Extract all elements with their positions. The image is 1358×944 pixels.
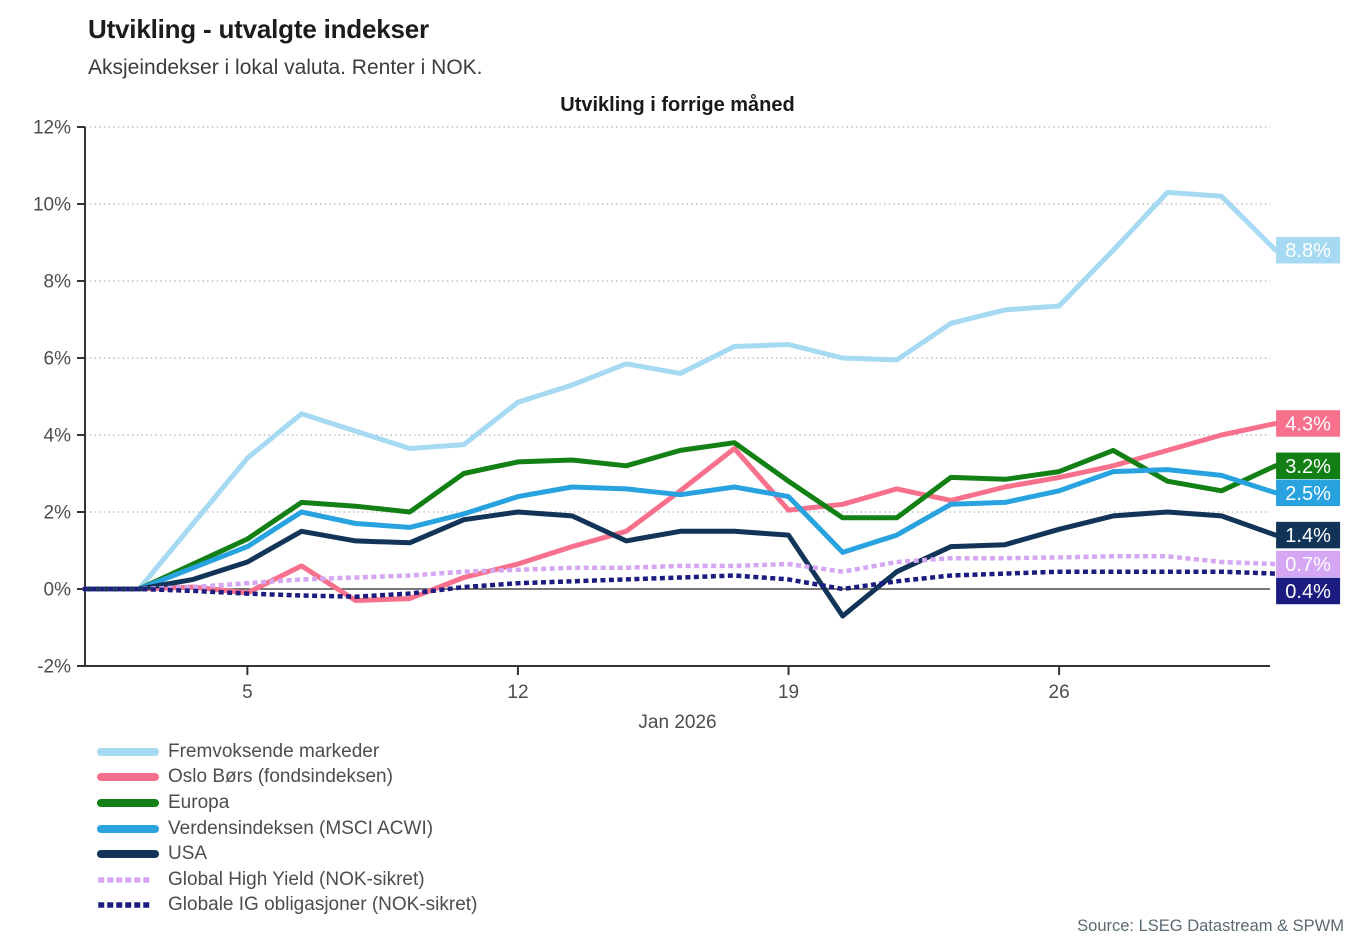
x-tick-label: 19 <box>778 682 799 703</box>
legend-swatch-solid <box>97 798 159 807</box>
end-value-badges: 8.8% 4.3% 3.2% 2.5% 1.4% 0.7% 0.4% <box>1276 236 1341 605</box>
legend-swatch-dotted <box>98 902 158 909</box>
y-tick-label: 2% <box>44 503 72 524</box>
legend-swatch-solid <box>97 850 159 859</box>
badge-value: 0.4% <box>1285 581 1331 603</box>
badge-background <box>1276 410 1341 437</box>
badge-background <box>1276 452 1341 480</box>
x-tick-label: 5 <box>242 682 253 703</box>
series-lines <box>82 189 1279 619</box>
badge-value: 8.8% <box>1285 240 1331 262</box>
y-tick-label: 6% <box>44 349 72 370</box>
chart-title: Utvikling i forrige måned <box>560 94 795 116</box>
legend-item-oslo-b-rs-fondsindeksen: Oslo Børs (fondsindeksen) <box>97 765 477 791</box>
legend-swatch-dotted <box>98 877 158 883</box>
legend-item-europa: Europa <box>97 790 477 816</box>
end-value-badge-usa: 1.4% <box>1276 521 1341 549</box>
badge-value: 2.5% <box>1285 483 1331 505</box>
series-line-usa <box>82 509 1279 619</box>
y-tick-label: 10% <box>33 195 71 216</box>
end-value-badge-oslo-b-rs-fondsindeksen: 4.3% <box>1276 410 1341 437</box>
series-line-fremvoksende-markeder <box>82 189 1279 592</box>
legend-label: Europa <box>168 791 230 813</box>
y-tick-label: 12% <box>33 118 71 139</box>
legend-label: Verdensindeksen (MSCI ACWI) <box>168 817 434 839</box>
badge-background <box>1276 550 1341 578</box>
legend-swatch-solid <box>97 773 159 782</box>
y-gridlines <box>85 126 1270 590</box>
series-line-europa <box>82 440 1279 592</box>
y-tick-label: 4% <box>44 426 72 447</box>
legend-swatch-solid <box>97 747 159 756</box>
legend-item-verdensindeksen-msci-acwi: Verdensindeksen (MSCI ACWI) <box>97 816 477 842</box>
badge-background <box>1276 479 1341 507</box>
legend-item-fremvoksende-markeder: Fremvoksende markeder <box>97 739 477 765</box>
end-value-badge-europa: 3.2% <box>1276 452 1341 480</box>
source-note: Source: LSEG Datastream & SPWM <box>1077 917 1344 935</box>
y-tick-label: 0% <box>44 580 72 601</box>
x-tick-label: 26 <box>1049 682 1070 703</box>
end-value-badge-fremvoksende-markeder: 8.8% <box>1276 236 1341 264</box>
y-tick-label: -2% <box>37 657 71 678</box>
series-line-global-high-yield-nok-sikret <box>82 554 1278 592</box>
legend-swatch-solid <box>97 824 159 833</box>
x-tick-label: 12 <box>507 682 528 703</box>
axes: 12% 10% 8% 6% 4% 2% 0% -2% 5 12 19 26 Jan 2026 <box>33 118 1270 733</box>
series-line-oslo-b-rs-fondsindeksen <box>82 421 1279 603</box>
legend-label: Fremvoksende markeder <box>168 740 380 762</box>
badge-value: 3.2% <box>1285 456 1331 478</box>
series-line-globale-ig-obligasjoner-nok-sikret <box>82 569 1278 599</box>
end-value-badge-global-high-yield-nok-sikret: 0.7% <box>1276 550 1341 578</box>
series-line-verdensindeksen-msci-acwi <box>82 467 1279 592</box>
legend-label: Global High Yield (NOK-sikret) <box>168 868 425 890</box>
legend-label: Globale IG obligasjoner (NOK-sikret) <box>168 894 478 916</box>
badge-background <box>1276 577 1341 605</box>
badge-value: 1.4% <box>1285 525 1331 547</box>
badge-value: 0.7% <box>1285 554 1331 576</box>
chart-legend: Fremvoksende markeder Oslo Børs (fondsind… <box>97 739 477 918</box>
badge-background <box>1276 521 1341 549</box>
end-value-badge-verdensindeksen-msci-acwi: 2.5% <box>1276 479 1341 507</box>
legend-label: USA <box>168 843 208 865</box>
y-tick-label: 8% <box>44 272 72 293</box>
page-subtitle: Aksjeindekser i lokal valuta. Renter i N… <box>88 56 483 79</box>
legend-item-usa: USA <box>97 841 477 867</box>
legend-item-global-high-yield-nok-sikret: Global High Yield (NOK-sikret) <box>97 867 477 893</box>
x-axis-title: Jan 2026 <box>638 712 716 733</box>
badge-background <box>1276 236 1341 264</box>
badge-value: 4.3% <box>1285 413 1331 435</box>
legend-item-globale-ig-obligasjoner-nok-sikret: Globale IG obligasjoner (NOK-sikret) <box>97 893 477 919</box>
legend-label: Oslo Børs (fondsindeksen) <box>168 766 393 788</box>
end-value-badge-globale-ig-obligasjoner-nok-sikret: 0.4% <box>1276 577 1341 605</box>
page-title: Utvikling - utvalgte indekser <box>88 14 429 44</box>
